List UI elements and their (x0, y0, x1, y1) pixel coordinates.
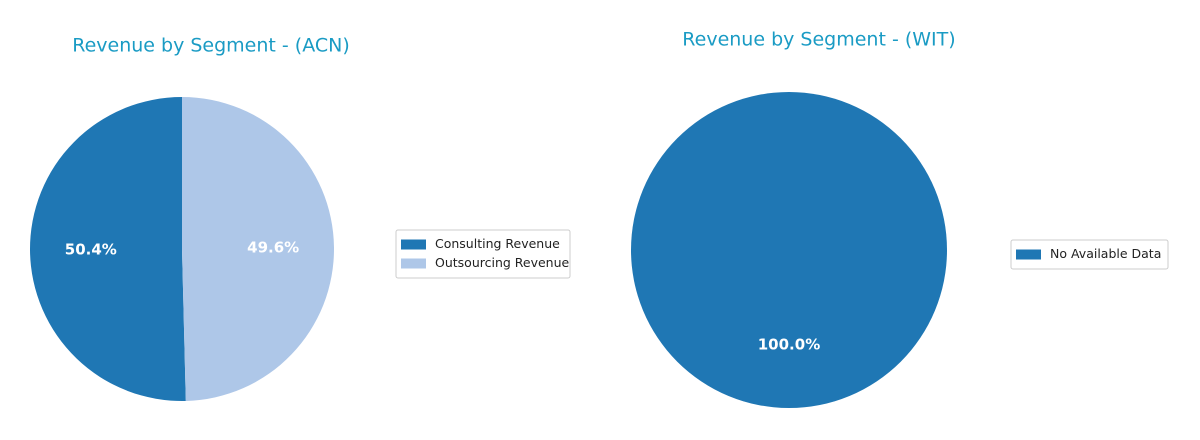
legend-swatch (401, 258, 426, 269)
legend-label: Outsourcing Revenue (435, 255, 570, 270)
pie-slice (182, 97, 335, 401)
legend-label: No Available Data (1050, 246, 1161, 261)
legend-box (1010, 239, 1169, 270)
value-label: 50.4% (65, 241, 117, 259)
value-label: 49.6% (247, 238, 299, 256)
value-label: 100.0% (758, 335, 820, 353)
legend-swatch (1016, 249, 1041, 260)
chart-title: Revenue by Segment - (WIT) (682, 29, 955, 51)
pie-slice (631, 92, 947, 408)
legend-label: Consulting Revenue (435, 236, 560, 251)
legend-swatch (401, 239, 426, 250)
legend-box (395, 229, 571, 279)
pie-slice (30, 97, 186, 401)
chart-title: Revenue by Segment - (ACN) (72, 35, 350, 57)
